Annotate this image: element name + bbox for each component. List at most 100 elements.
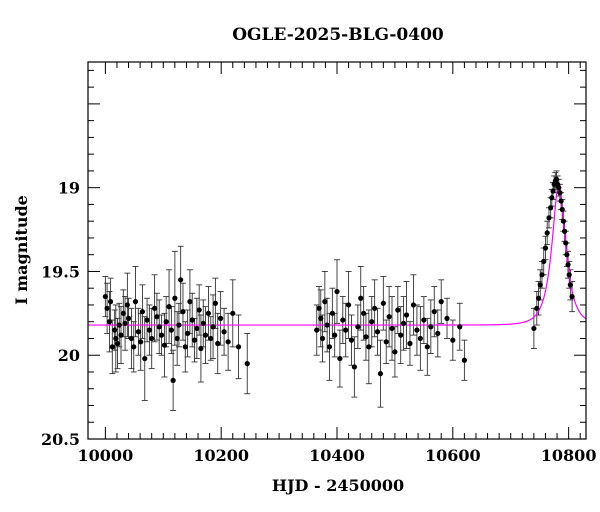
data-point bbox=[172, 295, 178, 301]
data-point bbox=[546, 215, 552, 221]
data-point bbox=[544, 230, 550, 236]
axis-tick-labels: 10000 10200 10400 10600 10800 19 19.5 20 20.5 bbox=[41, 179, 596, 465]
data-point bbox=[114, 340, 121, 347]
data-point bbox=[187, 299, 193, 305]
data-point bbox=[435, 330, 441, 337]
plot-frame bbox=[87, 61, 587, 440]
data-point bbox=[553, 176, 560, 182]
data-point bbox=[106, 319, 113, 325]
data-point bbox=[161, 342, 168, 348]
data-point bbox=[535, 295, 542, 301]
data-points bbox=[102, 176, 575, 383]
data-point bbox=[410, 302, 417, 308]
data-point bbox=[332, 332, 338, 338]
data-point bbox=[343, 327, 349, 333]
axis-ticks bbox=[88, 62, 586, 440]
data-point bbox=[235, 344, 242, 350]
data-point bbox=[334, 288, 340, 295]
x-tick-label: 10600 bbox=[425, 446, 481, 465]
x-axis-label: HJD - 2450000 bbox=[272, 476, 404, 495]
data-point bbox=[564, 252, 570, 258]
data-point bbox=[361, 310, 367, 316]
data-point bbox=[138, 339, 144, 345]
data-point bbox=[212, 300, 218, 306]
data-point bbox=[176, 322, 182, 328]
y-tick-label: 20.5 bbox=[41, 430, 80, 449]
data-point bbox=[144, 317, 150, 323]
data-point bbox=[230, 310, 236, 316]
data-point bbox=[107, 299, 114, 305]
data-point bbox=[225, 339, 231, 345]
x-tick-label: 10400 bbox=[309, 446, 365, 465]
data-point bbox=[566, 272, 572, 278]
data-point bbox=[166, 304, 172, 310]
data-point bbox=[450, 337, 456, 343]
data-point bbox=[174, 335, 180, 342]
data-point bbox=[218, 315, 224, 321]
data-point bbox=[149, 335, 155, 342]
y-tick-label: 20 bbox=[58, 346, 80, 365]
data-point bbox=[168, 327, 174, 333]
data-point bbox=[151, 305, 158, 311]
data-point bbox=[154, 314, 160, 320]
data-point bbox=[400, 320, 407, 326]
data-point bbox=[132, 299, 139, 305]
data-point bbox=[355, 324, 361, 330]
data-point bbox=[421, 317, 427, 323]
data-point bbox=[386, 314, 392, 320]
data-point bbox=[337, 355, 343, 362]
data-point bbox=[403, 312, 410, 318]
data-point bbox=[550, 188, 556, 194]
data-point bbox=[210, 324, 216, 330]
data-point bbox=[135, 329, 141, 335]
data-point bbox=[329, 310, 335, 316]
data-point bbox=[158, 332, 165, 338]
data-point bbox=[128, 335, 135, 342]
data-point bbox=[202, 332, 209, 338]
data-point bbox=[366, 344, 372, 350]
data-point bbox=[319, 335, 326, 342]
data-point bbox=[380, 300, 386, 306]
data-point bbox=[407, 340, 413, 347]
data-point bbox=[377, 371, 384, 377]
data-point bbox=[118, 332, 124, 338]
data-point bbox=[116, 322, 122, 328]
data-point bbox=[322, 299, 328, 305]
data-point bbox=[358, 295, 364, 301]
chart-title: OGLE-2025-BLG-0400 bbox=[232, 25, 444, 45]
data-point bbox=[534, 305, 540, 311]
data-point bbox=[215, 340, 221, 347]
data-point bbox=[569, 293, 575, 300]
data-point bbox=[424, 344, 430, 350]
data-point bbox=[457, 324, 463, 330]
data-point bbox=[122, 320, 128, 326]
data-point bbox=[340, 317, 346, 323]
data-point bbox=[372, 305, 378, 311]
data-point bbox=[156, 324, 162, 330]
data-point bbox=[363, 334, 369, 340]
y-tick-label: 19 bbox=[58, 179, 80, 198]
data-point bbox=[208, 335, 214, 342]
data-point bbox=[139, 309, 146, 315]
data-point bbox=[395, 307, 401, 313]
data-point bbox=[374, 329, 381, 335]
data-point bbox=[113, 335, 119, 342]
data-point bbox=[417, 335, 423, 342]
data-point bbox=[556, 185, 562, 191]
data-point bbox=[196, 307, 202, 313]
data-point bbox=[398, 332, 404, 338]
data-point bbox=[109, 344, 115, 350]
data-point bbox=[539, 272, 545, 278]
data-point bbox=[131, 344, 137, 350]
data-point bbox=[392, 349, 398, 355]
data-point bbox=[567, 282, 573, 288]
data-point bbox=[198, 345, 204, 352]
data-point bbox=[431, 309, 437, 315]
x-tick-label: 10000 bbox=[78, 446, 134, 465]
data-point bbox=[561, 228, 568, 234]
data-point bbox=[189, 317, 195, 323]
data-point bbox=[316, 305, 322, 311]
data-point bbox=[146, 327, 152, 333]
data-point bbox=[170, 377, 176, 383]
